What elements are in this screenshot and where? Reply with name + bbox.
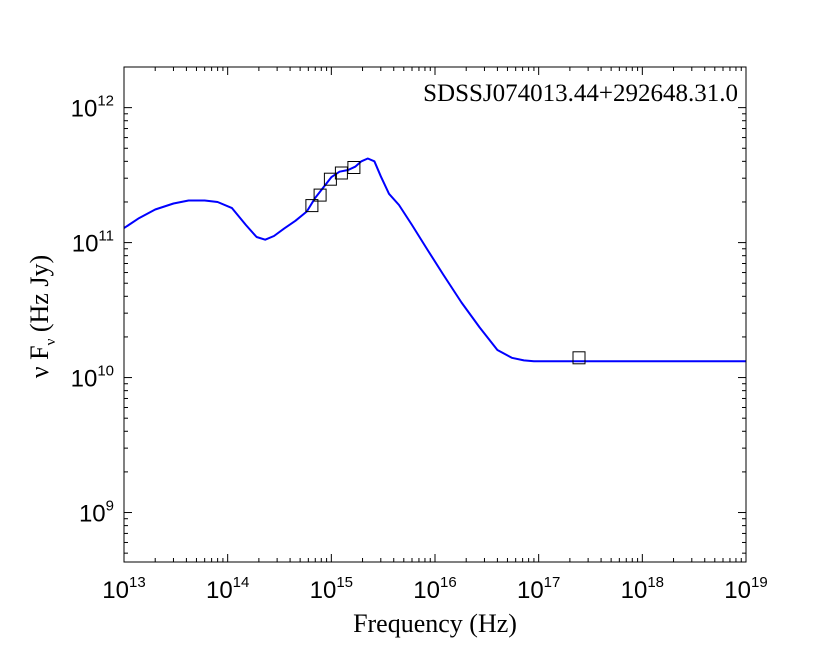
y-tick-label: 1012 bbox=[71, 93, 114, 123]
y-tick-label: 109 bbox=[79, 498, 114, 528]
data-point-marker bbox=[305, 199, 319, 213]
x-tick-label: 1018 bbox=[621, 574, 664, 604]
chart-title: SDSSJ074013.44+292648.31.0 bbox=[423, 80, 738, 107]
y-axis-label-main: ν F bbox=[25, 345, 54, 378]
plot-frame bbox=[123, 66, 747, 563]
data-point-marker bbox=[347, 161, 361, 174]
tick-labels: 1013 1014 1015 1016 1017 1018 1019 109 1010 1011 1… bbox=[71, 93, 768, 604]
x-axis-label: Frequency (Hz) bbox=[353, 609, 517, 638]
x-tick-label: 1014 bbox=[206, 574, 249, 604]
x-tick-label: 1019 bbox=[724, 574, 767, 604]
x-tick-label: 1016 bbox=[413, 574, 456, 604]
y-tick-label: 1010 bbox=[71, 363, 114, 393]
x-tick-label: 1017 bbox=[517, 574, 560, 604]
data-point-marker bbox=[572, 351, 586, 365]
x-tick-label: 1015 bbox=[310, 574, 353, 604]
y-axis-label: ν Fν (Hz Jy) bbox=[25, 255, 59, 378]
x-tick-label: 1013 bbox=[102, 574, 145, 604]
y-tick-label: 1011 bbox=[72, 228, 114, 258]
data-point-marker bbox=[313, 188, 327, 202]
sed-model-line bbox=[124, 157, 746, 363]
plot-area bbox=[124, 157, 746, 365]
y-axis-label-subscript: ν bbox=[43, 338, 59, 345]
y-axis-label-unit: (Hz Jy) bbox=[25, 255, 54, 339]
